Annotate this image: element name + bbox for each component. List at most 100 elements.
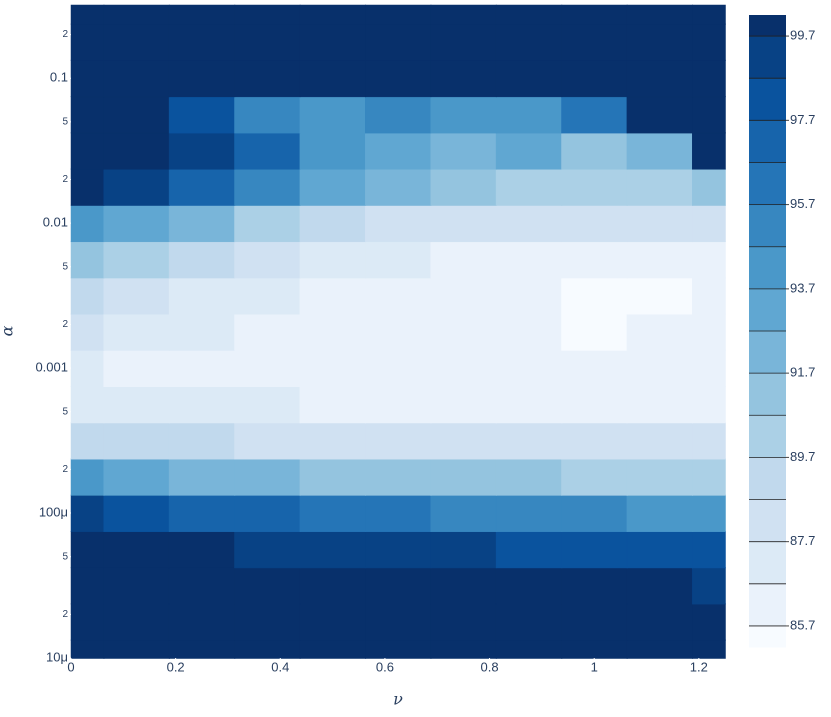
- contour-cell: [299, 204, 367, 243]
- contour-cell: [103, 603, 170, 641]
- colorbar-tick-label: 93.7: [790, 280, 815, 295]
- x-tick-label: 1.2: [690, 659, 708, 674]
- contour-cell: [70, 458, 105, 496]
- contour-cell: [103, 277, 170, 315]
- contour-cell: [234, 313, 301, 351]
- contour-cell: [103, 458, 170, 496]
- contour-cell: [234, 494, 301, 532]
- contour-cell: [70, 59, 105, 98]
- colorbar-band: [749, 583, 786, 627]
- contour-cell: [626, 603, 694, 641]
- colorbar-band: [749, 541, 786, 585]
- contour-cell: [234, 204, 301, 243]
- contour-cell: [168, 349, 236, 387]
- contour-cell: [70, 23, 105, 61]
- contour-cell: [103, 349, 170, 387]
- x-tick-label: 1: [591, 659, 598, 674]
- contour-cell: [626, 349, 694, 387]
- contour-cell: [70, 567, 105, 605]
- contour-cell: [495, 639, 563, 659]
- contour-cell: [626, 59, 694, 98]
- contour-cell: [70, 4, 105, 25]
- contour-cell: [168, 132, 236, 170]
- contour-cell: [430, 132, 497, 170]
- contour-cell: [299, 23, 367, 61]
- contour-cell: [299, 168, 367, 206]
- contour-cell: [365, 458, 432, 496]
- colorbar-band: [749, 15, 786, 37]
- contour-cell: [430, 313, 497, 351]
- contour-cell: [430, 530, 497, 569]
- contour-cell: [70, 168, 105, 206]
- contour-cell: [692, 241, 726, 279]
- contour-cell: [299, 349, 367, 387]
- contour-cell: [626, 241, 694, 279]
- contour-cell: [692, 494, 726, 532]
- contour-cell: [495, 4, 563, 25]
- contour-cell: [168, 241, 236, 279]
- contour-cell: [103, 59, 170, 98]
- contour-cell: [234, 59, 301, 98]
- contour-cell: [561, 639, 628, 659]
- contour-cell: [234, 4, 301, 25]
- contour-cell: [561, 603, 628, 641]
- contour-cell: [692, 349, 726, 387]
- colorbar-band: [749, 288, 786, 332]
- contour-cell: [70, 277, 105, 315]
- contour-cell: [365, 277, 432, 315]
- contour-cell: [365, 4, 432, 25]
- contour-cell: [299, 313, 367, 351]
- colorbar-tick-label: 99.7: [790, 28, 815, 43]
- contour-cell: [495, 59, 563, 98]
- contour-cell: [168, 277, 236, 315]
- contour-cell: [234, 530, 301, 569]
- contour-cell: [299, 639, 367, 659]
- contour-cell: [692, 23, 726, 61]
- contour-cell: [365, 241, 432, 279]
- contour-cell: [103, 204, 170, 243]
- contour-cell: [103, 132, 170, 170]
- contour-cell: [692, 567, 726, 605]
- contour-cell: [168, 204, 236, 243]
- contour-cell: [626, 204, 694, 243]
- contour-cell: [70, 313, 105, 351]
- y-tick-label: 0.01: [43, 215, 68, 230]
- contour-cell: [626, 458, 694, 496]
- contour-cell: [70, 204, 105, 243]
- colorbar-tick-label: 85.7: [790, 617, 815, 632]
- contour-cell: [561, 23, 628, 61]
- contour-cell: [299, 530, 367, 569]
- x-tick-label: 0: [67, 659, 74, 674]
- contour-cell: [70, 349, 105, 387]
- contour-cell: [495, 458, 563, 496]
- contour-cell: [495, 23, 563, 61]
- contour-cell: [70, 494, 105, 532]
- contour-cell: [430, 277, 497, 315]
- contour-cell: [430, 422, 497, 460]
- contour-cell: [168, 494, 236, 532]
- contour-cell: [692, 313, 726, 351]
- contour-cell: [692, 132, 726, 170]
- contour-cell: [692, 603, 726, 641]
- contour-cell: [103, 241, 170, 279]
- contour-cell: [561, 422, 628, 460]
- contour-cell: [692, 385, 726, 424]
- contour-cell: [299, 385, 367, 424]
- contour-cell: [299, 494, 367, 532]
- contour-cell: [495, 349, 563, 387]
- contour-cell: [561, 59, 628, 98]
- contour-cell: [430, 96, 497, 134]
- contour-cell: [561, 132, 628, 170]
- contour-cell: [365, 168, 432, 206]
- contour-cell: [692, 422, 726, 460]
- y-tick-label: 5: [62, 406, 68, 417]
- contour-cell: [365, 567, 432, 605]
- contour-cell: [561, 241, 628, 279]
- contour-cell: [495, 422, 563, 460]
- contour-cell: [234, 567, 301, 605]
- contour-cell: [168, 96, 236, 134]
- contour-cell: [103, 422, 170, 460]
- contour-cell: [692, 277, 726, 315]
- contour-cell: [561, 567, 628, 605]
- contour-cell: [234, 349, 301, 387]
